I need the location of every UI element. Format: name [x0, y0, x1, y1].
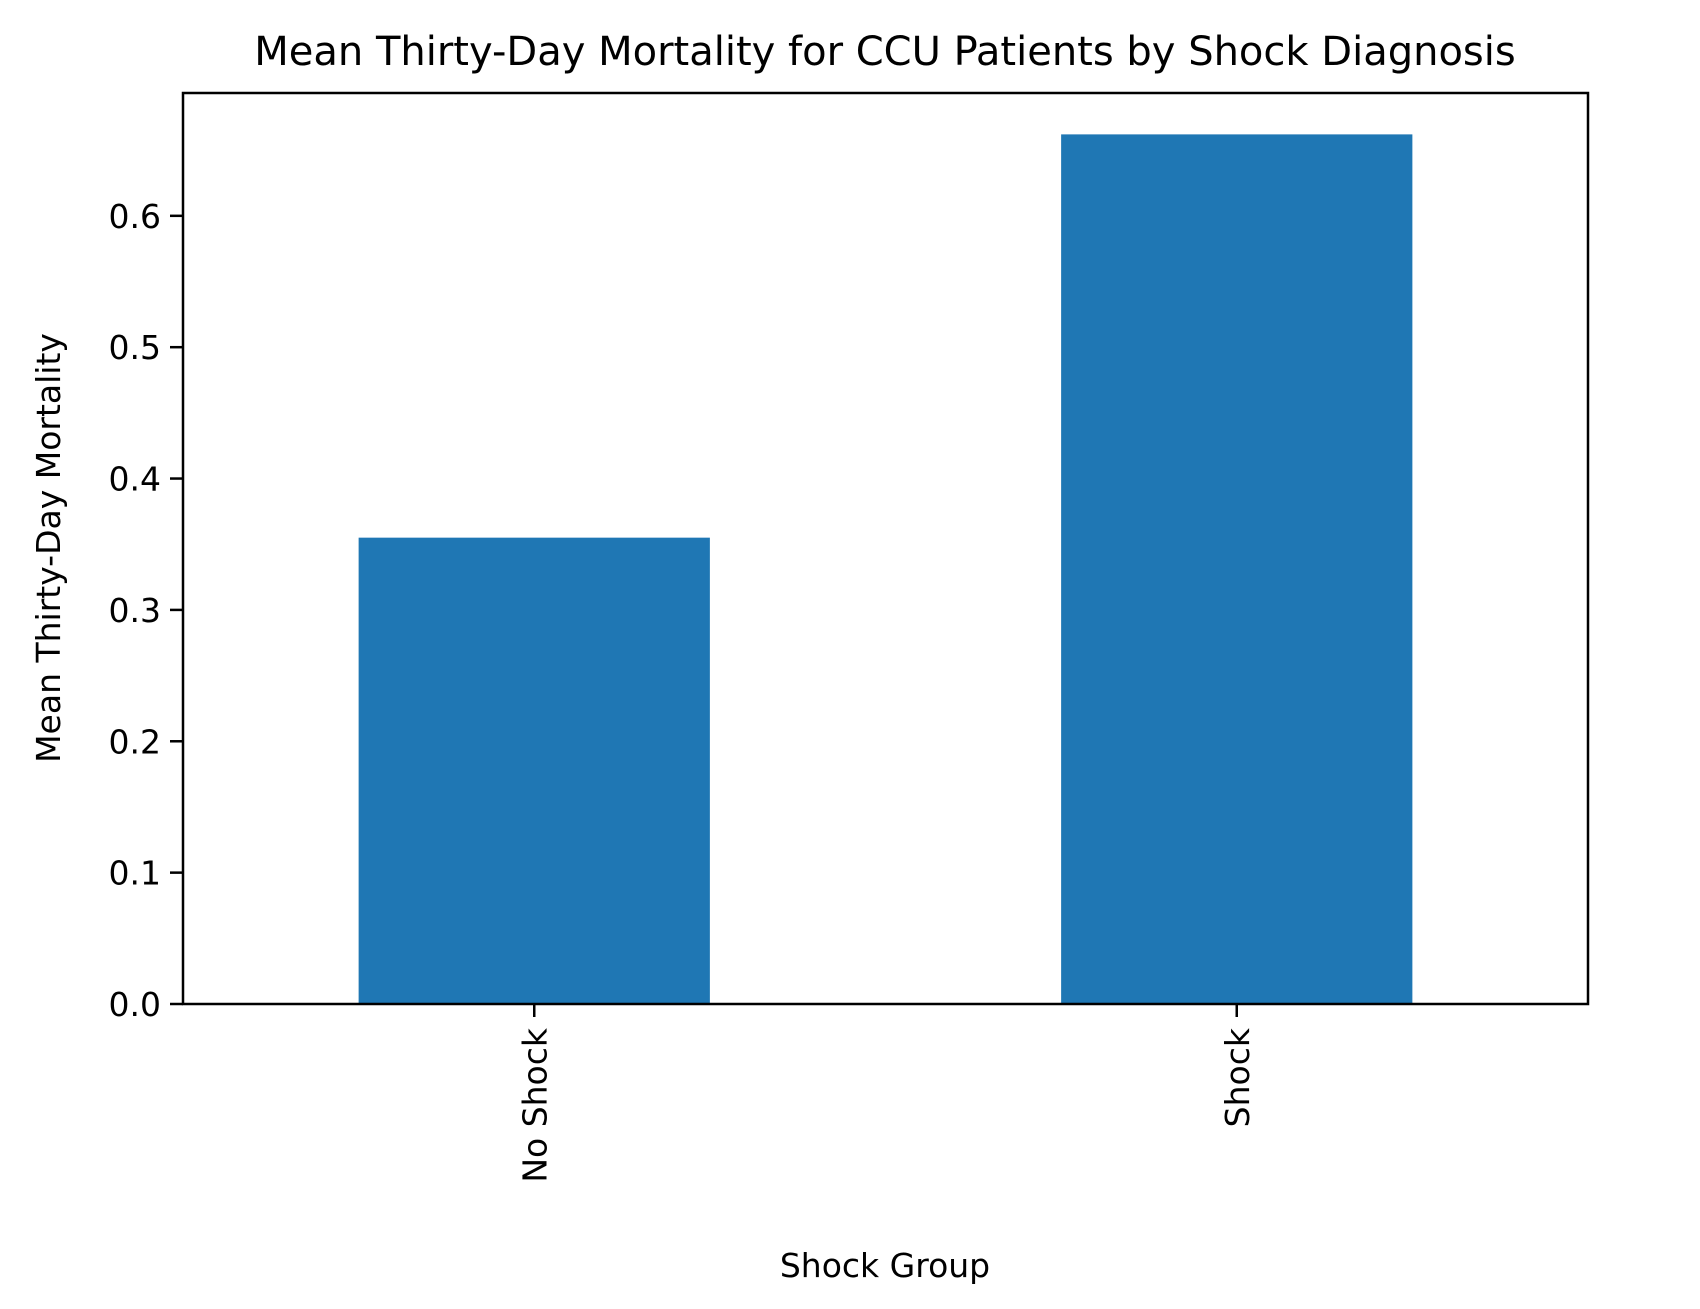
- y-axis: 0.0 0.1 0.2 0.3 0.4 0.5 0.6: [109, 197, 183, 1024]
- y-tick-label: 0.2: [109, 722, 161, 761]
- y-tick-label: 0.6: [109, 197, 161, 236]
- y-axis-label: Mean Thirty-Day Mortality: [29, 333, 68, 763]
- y-tick-label: 0.5: [109, 328, 161, 367]
- x-axis-label: Shock Group: [780, 1246, 990, 1285]
- bar-no-shock: [358, 537, 710, 1004]
- bars-layer: [358, 134, 1413, 1004]
- x-tick-label: Shock: [1218, 1027, 1257, 1127]
- y-tick-label: 0.0: [109, 985, 161, 1024]
- plot-area-frame: [181, 91, 1590, 1006]
- y-tick-label: 0.3: [109, 591, 161, 630]
- x-tick-label: No Shock: [515, 1027, 554, 1183]
- y-tick-label: 0.4: [109, 460, 161, 499]
- x-axis: No Shock Shock: [515, 1004, 1257, 1183]
- chart-title: Mean Thirty-Day Mortality for CCU Patien…: [254, 29, 1515, 75]
- y-tick-label: 0.1: [109, 854, 161, 893]
- bar-shock: [1061, 134, 1413, 1004]
